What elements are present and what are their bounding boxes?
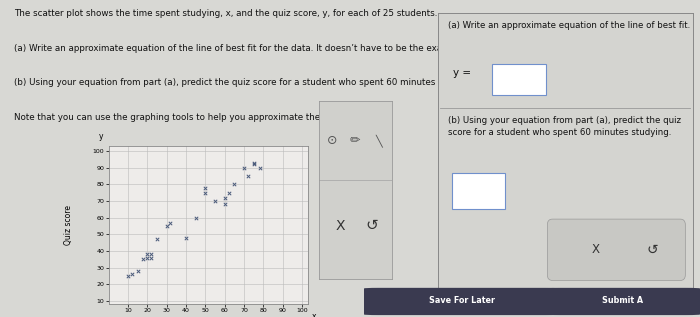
Text: The scatter plot shows the time spent studying, x, and the quiz score, y, for ea: The scatter plot shows the time spent st… (14, 9, 438, 18)
Point (209, 198, 220, 204)
Text: (b) Using your equation from part (a), predict the quiz score for a student who : (b) Using your equation from part (a), p… (14, 78, 479, 87)
Point (122, 274, 134, 279)
Point (190, 215, 202, 220)
Y-axis label: Quiz score: Quiz score (64, 205, 73, 245)
Text: ↺: ↺ (646, 243, 658, 257)
Point (248, 162, 260, 167)
Point (248, 160, 260, 165)
Text: y =: y = (453, 68, 471, 79)
Point (126, 272, 137, 277)
Point (229, 182, 240, 187)
Point (141, 252, 153, 257)
Text: y: y (98, 132, 103, 141)
FancyBboxPatch shape (364, 288, 560, 315)
Point (219, 195, 230, 200)
Point (161, 223, 172, 229)
Text: (a) Write an approximate equation of the line of best fit for the data. It doesn: (a) Write an approximate equation of the… (14, 44, 517, 53)
FancyBboxPatch shape (452, 173, 505, 209)
Text: Save For Later: Save For Later (429, 296, 495, 305)
Point (254, 165, 265, 170)
Point (141, 255, 153, 260)
Point (146, 252, 157, 257)
Point (239, 165, 250, 170)
Point (219, 202, 230, 207)
Point (165, 220, 176, 225)
FancyBboxPatch shape (546, 288, 700, 315)
Point (132, 268, 144, 274)
Text: ⊙: ⊙ (326, 134, 337, 147)
Text: ↺: ↺ (365, 218, 378, 233)
FancyBboxPatch shape (547, 219, 685, 281)
Text: ✏: ✏ (350, 134, 360, 147)
Text: (a) Write an approximate equation of the line of best fit.: (a) Write an approximate equation of the… (448, 21, 690, 30)
Point (181, 235, 192, 240)
Point (199, 185, 211, 190)
Text: (b) Using your equation from part (a), predict the quiz
score for a student who : (b) Using your equation from part (a), p… (448, 116, 680, 137)
Point (146, 255, 157, 260)
Point (199, 190, 211, 195)
Point (242, 173, 253, 178)
Text: X: X (592, 243, 600, 256)
Point (151, 237, 162, 242)
Text: Note that you can use the graphing tools to help you approximate the line.: Note that you can use the graphing tools… (14, 113, 342, 122)
Text: X: X (336, 219, 345, 233)
Text: x: x (312, 312, 316, 317)
Point (138, 257, 149, 262)
Text: Submit A: Submit A (603, 296, 643, 305)
Text: ╲: ╲ (375, 134, 382, 147)
Point (223, 190, 235, 195)
FancyBboxPatch shape (492, 64, 546, 95)
